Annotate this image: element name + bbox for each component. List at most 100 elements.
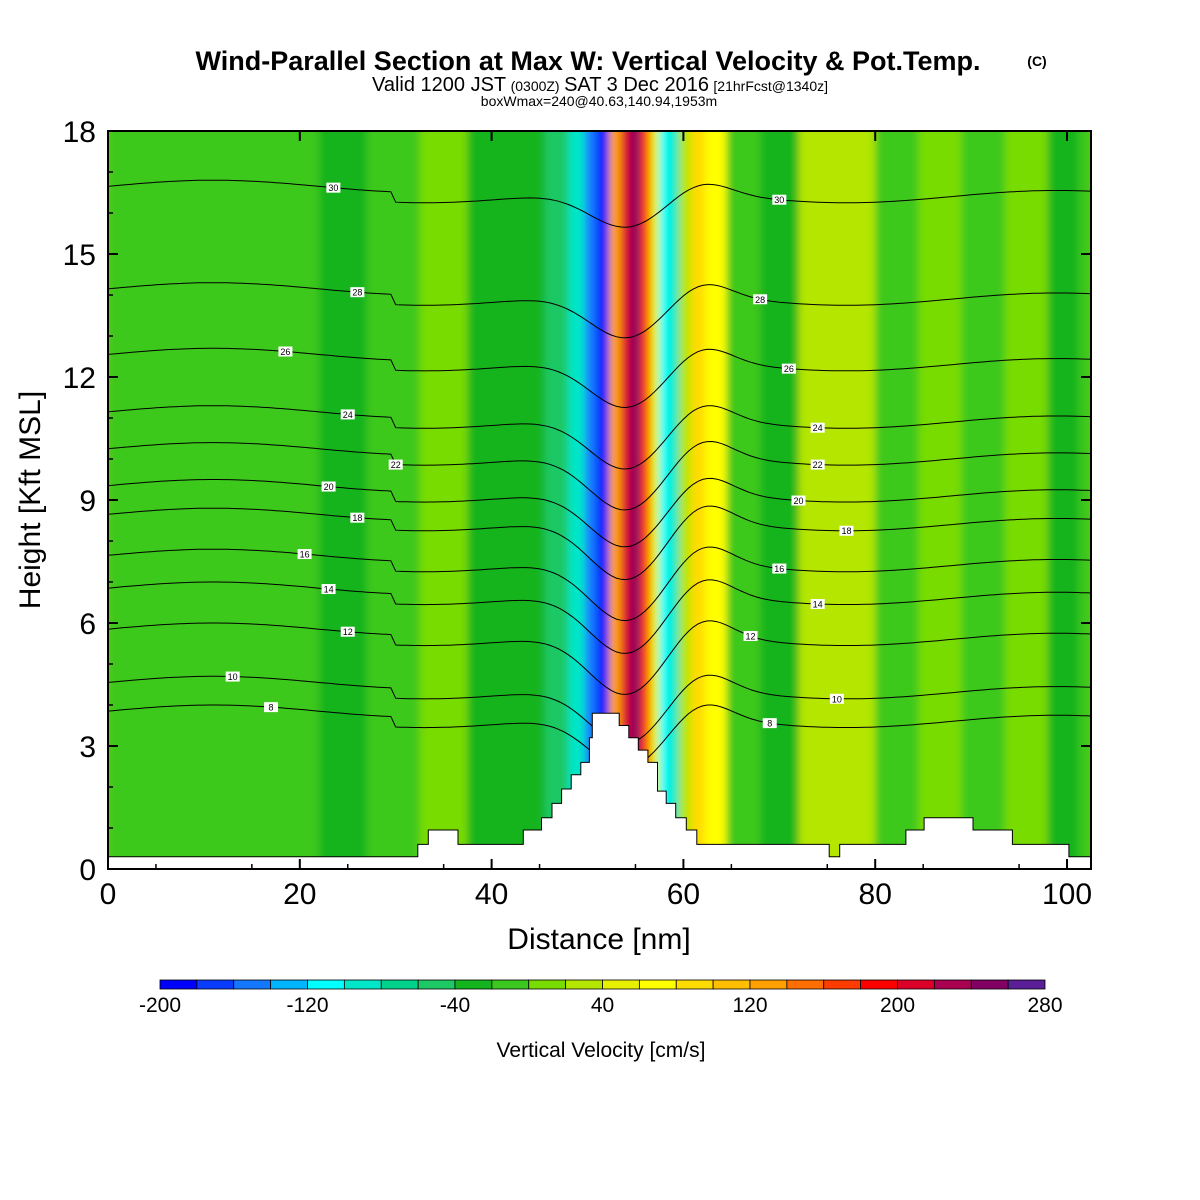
colorbar-tick-label: 200 bbox=[880, 994, 915, 1017]
theta-contour-line bbox=[108, 440, 1091, 511]
forecast-run: [21hrFcst@1340z] bbox=[713, 78, 828, 94]
contour-label: 22 bbox=[391, 460, 401, 470]
colorbar-swatch bbox=[343, 979, 382, 990]
contour-label-bg bbox=[829, 693, 844, 704]
y-tick-label: 12 bbox=[63, 362, 96, 395]
colorbar: -200 -120 -40 40 120 200 280 bbox=[139, 979, 1063, 1017]
velocity-band bbox=[726, 131, 761, 869]
velocity-band bbox=[836, 131, 877, 869]
contour-label: 28 bbox=[755, 295, 765, 305]
contour-label-bg bbox=[388, 459, 403, 470]
velocity-band bbox=[621, 131, 632, 869]
theta-contour-line bbox=[108, 405, 1091, 470]
contour-label-bg bbox=[340, 626, 355, 637]
velocity-band bbox=[419, 131, 469, 869]
colorbar-swatch bbox=[602, 979, 640, 990]
contour-label: 16 bbox=[774, 564, 784, 574]
colorbar-swatch bbox=[675, 979, 714, 990]
colorbar-swatch bbox=[233, 979, 272, 990]
colorbar-swatch bbox=[970, 979, 1009, 990]
velocity-band bbox=[678, 131, 692, 869]
velocity-band bbox=[510, 131, 546, 869]
contour-label-bg bbox=[350, 512, 365, 523]
velocity-band bbox=[649, 131, 661, 869]
colorbar-tick-label: -40 bbox=[440, 994, 470, 1017]
contour-label-bg bbox=[297, 549, 312, 560]
colorbar-swatch bbox=[491, 979, 530, 990]
contour-label-bg bbox=[326, 182, 341, 193]
contour-label-bg bbox=[225, 671, 240, 682]
theta-contour-line bbox=[108, 477, 1091, 548]
x-axis-label: Distance [nm] bbox=[507, 923, 690, 956]
theta-contour-line bbox=[108, 579, 1091, 654]
velocity-band bbox=[609, 131, 622, 869]
velocity-band bbox=[251, 131, 320, 869]
x-tick-label: 60 bbox=[667, 878, 700, 911]
contour-label: 18 bbox=[352, 513, 362, 523]
contour-label: 20 bbox=[324, 482, 334, 492]
x-tick-label: 40 bbox=[475, 878, 508, 911]
colorbar-tick-label: -200 bbox=[139, 994, 181, 1017]
box-max-line: boxWmax=240@40.63,140.94,1953m bbox=[481, 93, 717, 109]
contour-label-bg bbox=[350, 287, 365, 298]
contour-label: 26 bbox=[784, 364, 794, 374]
theta-contour-line bbox=[108, 179, 1091, 228]
theta-contour-line bbox=[108, 347, 1091, 409]
contour-label: 20 bbox=[793, 496, 803, 506]
colorbar-swatch bbox=[933, 979, 972, 990]
colorbar-swatch bbox=[417, 979, 456, 990]
velocity-band bbox=[630, 131, 642, 869]
contour-label: 24 bbox=[813, 423, 823, 433]
y-tick-label: 6 bbox=[79, 608, 96, 641]
valid-time: Valid 1200 JST bbox=[372, 74, 506, 96]
plot-area: 8 8 10 10 12 12 14 14 16 16 18 18 20 20 22 22 24 24 26 26 28… bbox=[108, 131, 1091, 869]
contour-label-bg bbox=[772, 194, 787, 205]
contour-label: 8 bbox=[767, 719, 772, 729]
velocity-band bbox=[690, 131, 706, 869]
colorbar-tick-label: 40 bbox=[591, 994, 614, 1017]
valid-date: SAT 3 Dec 2016 bbox=[564, 74, 709, 96]
contour-label-bg bbox=[791, 495, 806, 506]
contour-label-bg bbox=[278, 346, 293, 357]
contour-label: 18 bbox=[841, 526, 851, 536]
terrain bbox=[108, 712, 1091, 869]
contour-label-bg bbox=[321, 584, 336, 595]
velocity-band bbox=[568, 131, 586, 869]
velocity-band bbox=[1047, 131, 1080, 869]
axes: 0 20 40 60 80 100 0 3 6 9 12 15 18 bbox=[63, 116, 1092, 911]
theta-contour-line bbox=[108, 505, 1091, 581]
colorbar-swatch bbox=[712, 979, 751, 990]
colorbar-swatch bbox=[1007, 979, 1046, 990]
contour-label: 30 bbox=[774, 195, 784, 205]
velocity-band bbox=[669, 131, 680, 869]
x-tick-label: 20 bbox=[283, 878, 316, 911]
velocity-field bbox=[108, 131, 1091, 869]
theta-contour-line bbox=[108, 620, 1091, 695]
contour-label-bg bbox=[772, 563, 787, 574]
colorbar-swatch bbox=[196, 979, 235, 990]
contour-label: 12 bbox=[343, 627, 353, 637]
theta-contour-line bbox=[108, 546, 1091, 622]
contour-label-bg bbox=[839, 525, 854, 536]
y-tick-label: 3 bbox=[79, 731, 96, 764]
velocity-band bbox=[704, 131, 728, 869]
colorbar-swatch bbox=[860, 979, 898, 990]
y-tick-label: 15 bbox=[63, 239, 96, 272]
velocity-band bbox=[1004, 131, 1049, 869]
velocity-band bbox=[961, 131, 1006, 869]
contour-label: 10 bbox=[228, 672, 238, 682]
colorbar-tick-label: 120 bbox=[732, 994, 767, 1017]
contour-label-bg bbox=[743, 631, 758, 642]
contour-label: 8 bbox=[269, 703, 274, 713]
colorbar-tick-label: -120 bbox=[286, 994, 328, 1017]
x-tick-label: 80 bbox=[859, 878, 892, 911]
theta-contour-line bbox=[108, 282, 1091, 339]
colorbar-swatch bbox=[749, 979, 788, 990]
colorbar-swatch bbox=[786, 979, 825, 990]
contour-label-bg bbox=[264, 702, 279, 713]
contour-label-bg bbox=[781, 363, 796, 374]
contour-label-bg bbox=[753, 294, 768, 305]
colorbar-swatch bbox=[823, 979, 862, 990]
colorbar-swatch bbox=[307, 979, 345, 990]
